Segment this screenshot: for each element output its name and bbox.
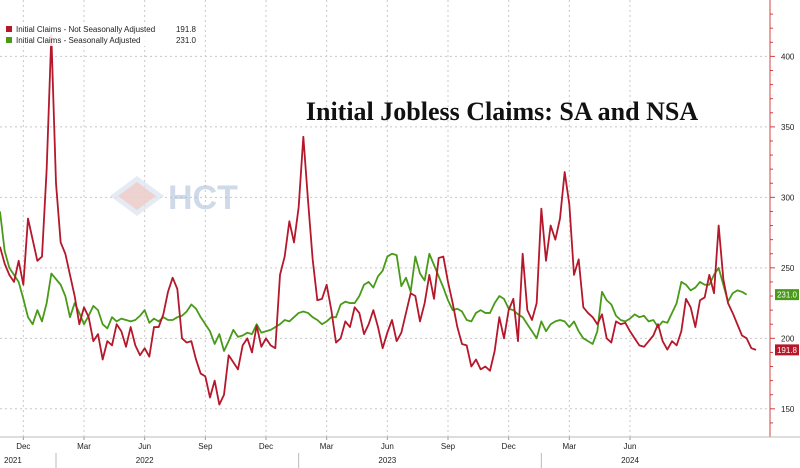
- y-axis: 150 200 250 300 350 400: [769, 0, 795, 437]
- x-tick-label: Dec: [16, 442, 30, 451]
- value-tag-sa: 231.0: [777, 291, 798, 300]
- x-tick-label: Jun: [138, 442, 151, 451]
- x-tick-label: Sep: [198, 442, 213, 451]
- legend-value-sa: 231.0: [176, 36, 197, 45]
- y-tick-label: 200: [781, 334, 795, 343]
- x-tick-label: Jun: [381, 442, 394, 451]
- y-tick-label: 400: [781, 52, 795, 61]
- value-tag-sa-bg: [775, 289, 799, 301]
- y-tick-label: 250: [781, 264, 795, 273]
- x-tick-label: Mar: [320, 442, 334, 451]
- x-tick-label: Dec: [502, 442, 516, 451]
- x-tick-label: Sep: [441, 442, 456, 451]
- x-year-label: 2021: [4, 456, 22, 465]
- x-tick-label: Mar: [77, 442, 91, 451]
- legend: Initial Claims - Not Seasonally Adjusted…: [4, 24, 200, 46]
- watermark-logo: HCT: [110, 176, 238, 217]
- x-year-label: 2022: [136, 456, 154, 465]
- value-tag-nsa-bg: [775, 344, 799, 356]
- y-tick-label: 300: [781, 193, 795, 202]
- series-line-nsa: [0, 34, 757, 406]
- legend-value-nsa: 191.8: [176, 25, 197, 34]
- grid-layer: [0, 0, 770, 437]
- x-tick-label: Mar: [562, 442, 576, 451]
- legend-swatch-nsa: [6, 26, 12, 32]
- legend-label-nsa: Initial Claims - Not Seasonally Adjusted: [16, 25, 155, 34]
- x-tick-label: Dec: [259, 442, 273, 451]
- series-layer: [0, 34, 757, 406]
- chart-title: Initial Jobless Claims: SA and NSA: [306, 97, 698, 126]
- x-tick-label: Jun: [624, 442, 637, 451]
- x-year-label: 2023: [378, 456, 396, 465]
- x-axis: Dec Mar Jun Sep Dec Mar Jun Sep Dec Mar Jun 2021 202…: [0, 436, 800, 468]
- y-tick-label: 350: [781, 123, 795, 132]
- watermark-text: HCT: [168, 179, 238, 217]
- value-tags: 231.0 191.8: [775, 289, 799, 356]
- x-year-label: 2024: [621, 456, 639, 465]
- legend-label-sa: Initial Claims - Seasonally Adjusted: [16, 36, 141, 45]
- legend-swatch-sa: [6, 37, 12, 43]
- y-tick-label: 150: [781, 405, 795, 414]
- series-line-sa: [0, 211, 748, 352]
- legend-box: [4, 24, 200, 46]
- value-tag-nsa: 191.8: [777, 346, 798, 355]
- watermark-inner-diamond-icon: [118, 182, 156, 210]
